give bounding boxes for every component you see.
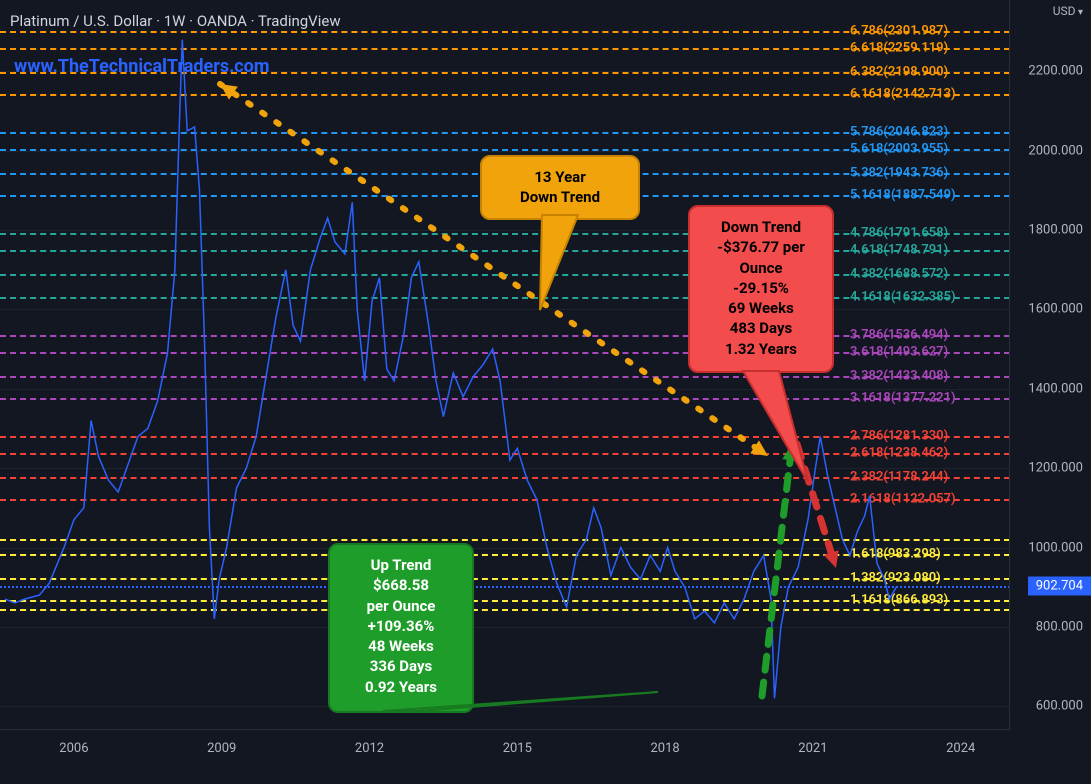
callout-line: -$376.77 per [702,237,820,257]
callout-line: $668.58 [342,575,460,595]
chart-title: Platinum / U.S. Dollar · 1W · OANDA · Tr… [10,12,341,30]
x-tick-label: 2012 [355,741,384,756]
callout-line: 69 Weeks [702,298,820,318]
callout-line: Down Trend [494,187,626,207]
plot-area[interactable]: 6.786(2301.987)6.618(2259.119)6.382(2198… [0,0,1010,730]
callout-line: per Ounce [342,596,460,616]
callout-13yr[interactable]: 13 YearDown Trend [480,155,640,220]
x-tick-label: 2018 [650,741,679,756]
callout-uptrend[interactable]: Up Trend$668.58per Ounce+109.36%48 Weeks… [328,543,474,713]
y-axis: USD 600.000 800.000 1000.000 1200.000 1400.0… [1009,0,1091,730]
callout-line: 483 Days [702,318,820,338]
callout-line: +109.36% [342,616,460,636]
y-tick-label: 800.000 [1036,619,1083,634]
x-tick-label: 2021 [798,741,827,756]
current-price-tag: 902.704 [1028,577,1091,596]
callout-line: Up Trend [342,555,460,575]
callout-line: 13 Year [494,167,626,187]
y-tick-label: 1000.000 [1028,540,1083,555]
callout-line: 1.32 Years [702,339,820,359]
y-tick-label: 1600.000 [1028,302,1083,317]
x-tick-label: 2006 [59,741,88,756]
y-tick-label: 1200.000 [1028,461,1083,476]
currency-selector[interactable]: USD [1053,4,1083,18]
chart-root: 6.786(2301.987)6.618(2259.119)6.382(2198… [0,0,1091,784]
price-line [0,0,1010,730]
x-axis: 2006 2009 2012 2015 2018 2021 2024 [0,729,1010,784]
callout-line: 336 Days [342,656,460,676]
y-tick-label: 600.000 [1036,699,1083,714]
callout-line: 0.92 Years [342,677,460,697]
y-tick-label: 1400.000 [1028,381,1083,396]
x-tick-label: 2024 [946,741,975,756]
x-tick-label: 2015 [503,741,532,756]
x-tick-label: 2009 [207,741,236,756]
watermark-link[interactable]: www.TheTechnicalTraders.com [14,56,269,77]
y-tick-label: 1800.000 [1028,223,1083,238]
callout-line: 48 Weeks [342,636,460,656]
callout-line: -29.15% [702,278,820,298]
y-tick-label: 2200.000 [1028,64,1083,79]
callout-line: Down Trend [702,217,820,237]
callout-line: Ounce [702,258,820,278]
callout-downtrend[interactable]: Down Trend-$376.77 perOunce-29.15%69 Wee… [688,205,834,373]
y-tick-label: 2000.000 [1028,143,1083,158]
